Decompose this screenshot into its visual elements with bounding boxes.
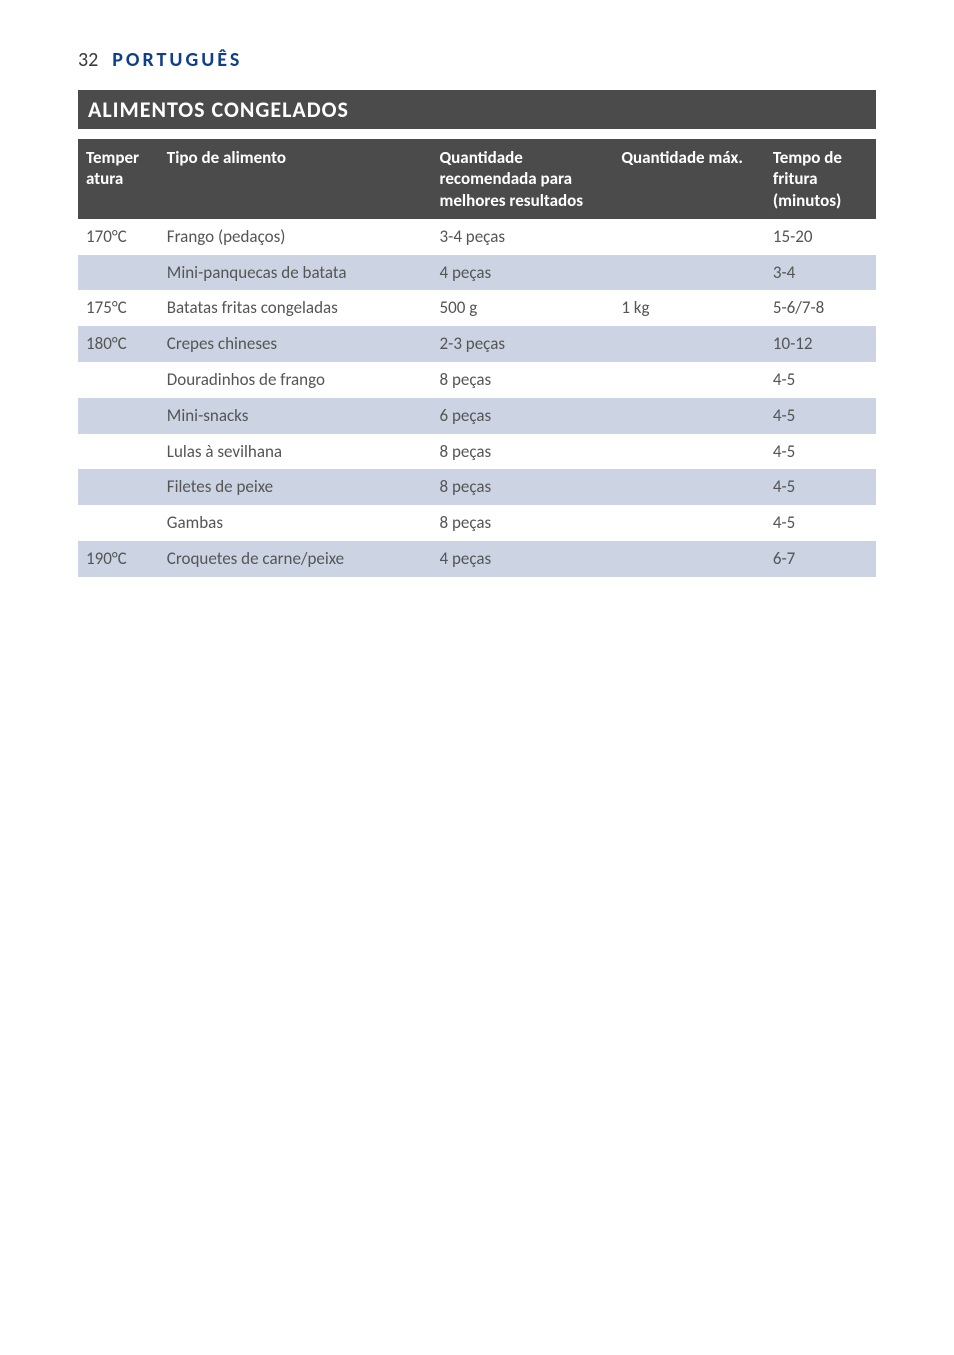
cell-time: 4-5 [765,434,876,470]
cell-food: Filetes de peixe [159,469,432,505]
cell-qty: 8 peças [432,505,614,541]
cell-temp [78,255,159,291]
col-header-qty: Quantidade recomendada para melhores res… [432,139,614,219]
cell-temp: 180°C [78,326,159,362]
cell-max [613,505,765,541]
cell-temp: 190°C [78,541,159,577]
cell-time: 4-5 [765,505,876,541]
cell-max [613,398,765,434]
table-row: 180°CCrepes chineses2-3 peças 10-12 [78,326,876,362]
cell-food: Gambas [159,505,432,541]
cell-food: Lulas à sevilhana [159,434,432,470]
table-row: 170°CFrango (pedaços)3-4 peças 15-20 [78,219,876,255]
cell-qty: 6 peças [432,398,614,434]
table-row: Mini-panquecas de batata4 peças 3-4 [78,255,876,291]
cell-temp [78,505,159,541]
cell-qty: 3-4 peças [432,219,614,255]
col-header-max: Quantidade máx. [613,139,765,219]
page-language: PORTUGUÊS [112,48,242,72]
cell-qty: 8 peças [432,469,614,505]
table-header-row: Temper atura Tipo de alimento Quantidade… [78,139,876,219]
cell-temp: 170°C [78,219,159,255]
table-row: Filetes de peixe8 peças 4-5 [78,469,876,505]
table-row: Gambas8 peças 4-5 [78,505,876,541]
cell-time: 6-7 [765,541,876,577]
food-table: Temper atura Tipo de alimento Quantidade… [78,139,876,577]
cell-max [613,541,765,577]
cell-qty: 2-3 peças [432,326,614,362]
table-row: Mini-snacks6 peças 4-5 [78,398,876,434]
col-header-food: Tipo de alimento [159,139,432,219]
table-row: 190°CCroquetes de carne/peixe4 peças 6-7 [78,541,876,577]
cell-time: 4-5 [765,362,876,398]
cell-max [613,362,765,398]
cell-temp [78,434,159,470]
cell-max [613,326,765,362]
cell-temp [78,398,159,434]
table-body: 170°CFrango (pedaços)3-4 peças15-20Mini-… [78,219,876,577]
cell-time: 15-20 [765,219,876,255]
cell-food: Frango (pedaços) [159,219,432,255]
cell-max [613,219,765,255]
section-title: ALIMENTOS CONGELADOS [78,90,876,129]
cell-time: 5-6/7-8 [765,290,876,326]
page-number: 32 [78,48,98,72]
table-row: Lulas à sevilhana8 peças 4-5 [78,434,876,470]
cell-food: Mini-snacks [159,398,432,434]
cell-max [613,434,765,470]
cell-food: Douradinhos de frango [159,362,432,398]
cell-food: Crepes chineses [159,326,432,362]
cell-time: 4-5 [765,398,876,434]
cell-temp [78,469,159,505]
page-header: 32 PORTUGUÊS [78,48,876,72]
cell-qty: 8 peças [432,362,614,398]
cell-food: Batatas fritas congeladas [159,290,432,326]
table-row: 175°CBatatas fritas congeladas500 g1 kg5… [78,290,876,326]
cell-max [613,469,765,505]
col-header-temp: Temper atura [78,139,159,219]
cell-max: 1 kg [613,290,765,326]
cell-max [613,255,765,291]
cell-food: Croquetes de carne/peixe [159,541,432,577]
cell-qty: 8 peças [432,434,614,470]
cell-food: Mini-panquecas de batata [159,255,432,291]
cell-time: 10-12 [765,326,876,362]
cell-time: 4-5 [765,469,876,505]
cell-temp [78,362,159,398]
table-row: Douradinhos de frango8 peças 4-5 [78,362,876,398]
cell-time: 3-4 [765,255,876,291]
col-header-time: Tempo de fritura (minutos) [765,139,876,219]
cell-qty: 4 peças [432,541,614,577]
cell-temp: 175°C [78,290,159,326]
cell-qty: 4 peças [432,255,614,291]
cell-qty: 500 g [432,290,614,326]
